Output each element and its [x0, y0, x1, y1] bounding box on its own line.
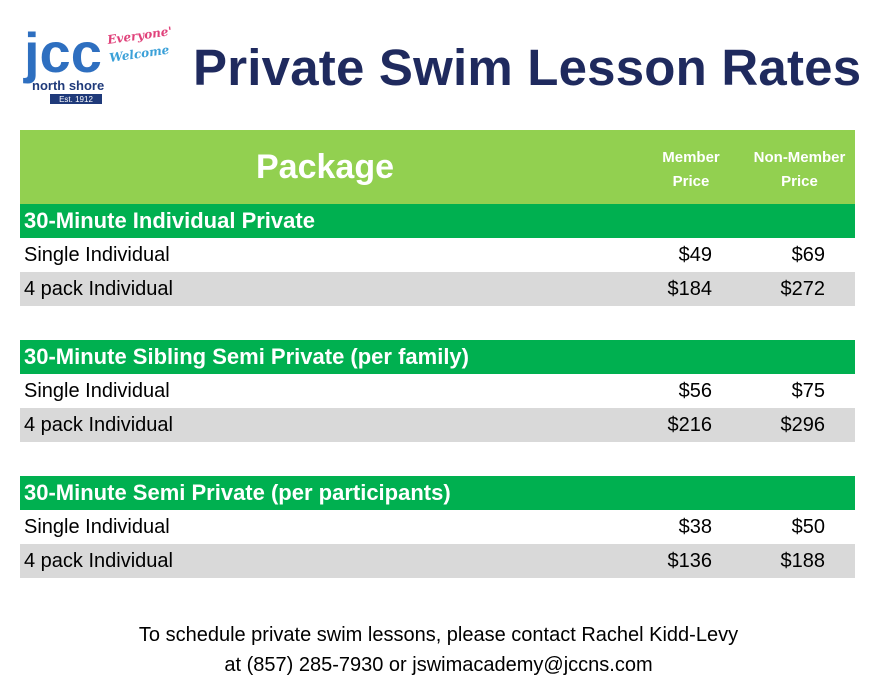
section-title: 30-Minute Semi Private (per participants…: [20, 476, 855, 510]
logo-tagline-2: Welcome: [108, 43, 170, 65]
member-price: $49: [678, 244, 712, 266]
header-package: Package: [256, 148, 394, 186]
header-non-member-price: Non-Member Price: [753, 149, 846, 190]
non-member-price: $188: [780, 550, 826, 572]
table-row: 4 pack Individual $216 $296: [20, 408, 855, 442]
member-price: $136: [667, 550, 713, 572]
table-row: Single Individual $38 $50: [20, 510, 855, 544]
table-row: 4 pack Individual $184 $272: [20, 272, 855, 306]
section-title: 30-Minute Sibling Semi Private (per fami…: [20, 340, 855, 374]
table-row: Single Individual $49 $69: [20, 238, 855, 272]
header-member-price: Member Price: [662, 149, 720, 190]
table-row: 4 pack Individual $136 $188: [20, 544, 855, 578]
package-name: Single Individual: [24, 380, 170, 402]
package-name: Single Individual: [24, 516, 170, 538]
non-member-price: $50: [791, 516, 825, 538]
member-price: $56: [678, 380, 712, 402]
package-name: 4 pack Individual: [24, 550, 173, 572]
contact-footer: To schedule private swim lessons, please…: [0, 620, 877, 680]
non-member-price: $69: [791, 244, 825, 266]
member-price: $216: [667, 414, 713, 436]
member-price: $38: [678, 516, 712, 538]
member-price: $184: [667, 278, 713, 300]
table-header: Package Member Price Non-Member Price: [20, 130, 855, 204]
rates-table: Package Member Price Non-Member Price 30…: [20, 130, 855, 578]
jcc-north-shore-logo: jcc Everyone's Welcome north shore Est. …: [23, 21, 172, 104]
logo-letters: jcc: [23, 21, 102, 84]
footer-line-2: at (857) 285-7930 or jswimacademy@jccns.…: [224, 654, 653, 676]
section-title: 30-Minute Individual Private: [20, 204, 855, 238]
package-name: Single Individual: [24, 244, 170, 266]
page-title: Private Swim Lesson Rates: [193, 39, 862, 96]
package-name: 4 pack Individual: [24, 278, 173, 300]
package-name: 4 pack Individual: [24, 414, 173, 436]
table-row: Single Individual $56 $75: [20, 374, 855, 408]
logo-established: Est. 1912: [59, 95, 93, 104]
footer-line-1: To schedule private swim lessons, please…: [138, 624, 739, 646]
logo-subtitle: north shore: [32, 78, 104, 93]
non-member-price: $296: [780, 414, 826, 436]
non-member-price: $75: [791, 380, 825, 402]
non-member-price: $272: [780, 278, 826, 300]
